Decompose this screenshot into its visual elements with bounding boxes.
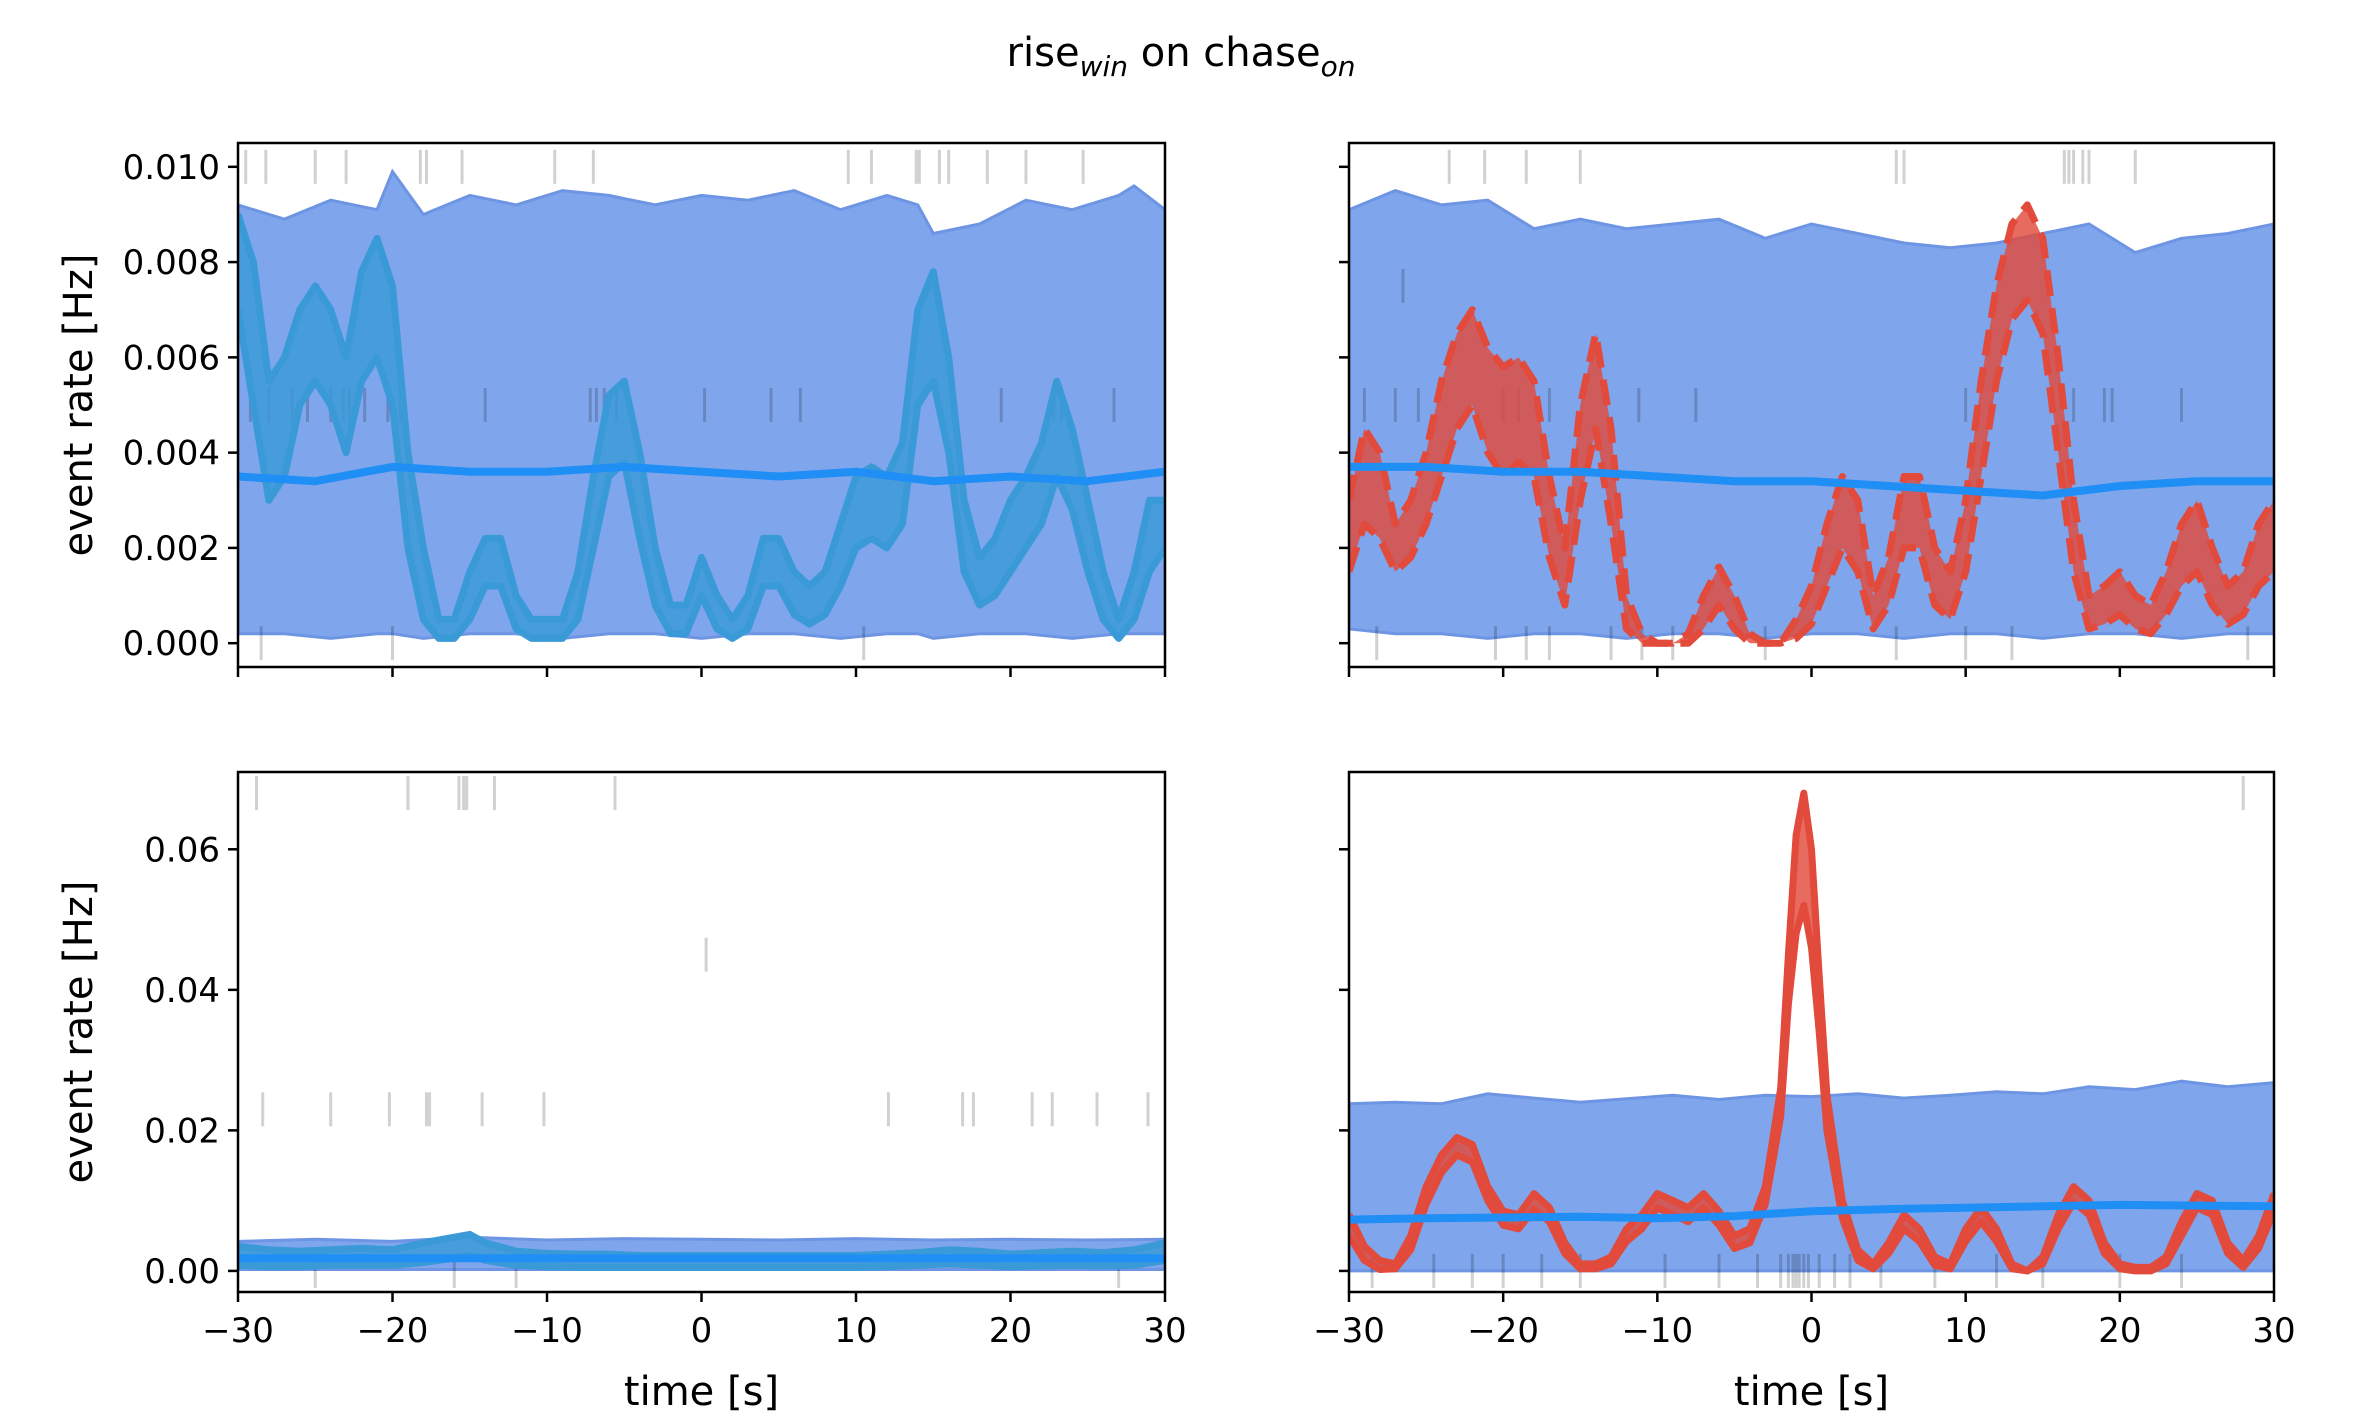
title-base: rise (1007, 30, 1080, 76)
y-tick-label: 0.004 (123, 434, 220, 474)
y-tick-label: 0.04 (144, 971, 220, 1011)
title-subscript-1: win (1080, 50, 1128, 83)
y-tick-label: 0.002 (123, 529, 220, 569)
x-tick-label: −10 (511, 1311, 583, 1351)
y-axis-label: event rate [Hz] (56, 881, 102, 1184)
y-tick-label: 0.006 (123, 338, 220, 378)
observed-lower-line (238, 309, 1165, 642)
title-middle: on chase (1128, 30, 1321, 76)
observed-band (1349, 204, 2274, 644)
x-tick-label: 20 (989, 1311, 1032, 1351)
shuffled-mean-line (238, 462, 1165, 486)
plot-area (1349, 149, 2274, 661)
y-tick-label: 0.008 (123, 243, 220, 283)
observed-lower-line (1349, 296, 2274, 647)
shuffled-band (1349, 1079, 2274, 1273)
x-tick-label: 0 (691, 1311, 713, 1351)
title-subscript-2: on (1321, 50, 1356, 83)
x-tick-label: 10 (1944, 1311, 1987, 1351)
figure-title: risewin on chaseon (1007, 30, 1356, 83)
panel-bottom-right: −30 −20 −10 0 10 20 30 time [s] (1313, 770, 2296, 1415)
plot-area (238, 149, 1165, 661)
plot-area (1349, 776, 2274, 1288)
y-axis-label: event rate [Hz] (56, 254, 102, 557)
observed-upper-line (1349, 789, 2274, 1275)
x-tick-label: −30 (1313, 1311, 1385, 1351)
panel-bottom-left: 0.00 0.02 0.04 0.06 −30 −20 −10 0 10 20 30 event ra… (56, 770, 1187, 1415)
observed-upper-line (238, 213, 1165, 623)
x-tick-label: 30 (1143, 1311, 1186, 1351)
shuffled-mean-line (1349, 462, 2274, 500)
observed-lower-line (238, 1252, 1165, 1271)
x-tick-label: 0 (1801, 1311, 1823, 1351)
x-tick-label: 30 (2252, 1311, 2295, 1351)
x-tick-label: −20 (1467, 1311, 1539, 1351)
y-tick-label: 0.06 (144, 830, 220, 870)
panel-top-right (1339, 141, 2276, 677)
x-tick-label: −20 (357, 1311, 429, 1351)
y-tick-label: 0.010 (123, 148, 220, 188)
x-tick-label: 20 (2098, 1311, 2141, 1351)
x-axis-label: time [s] (624, 1369, 779, 1415)
y-tick-label: 0.000 (123, 624, 220, 664)
plot-area (238, 776, 1165, 1288)
x-axis-label: time [s] (1734, 1369, 1889, 1415)
observed-band (238, 214, 1165, 639)
y-tick-label: 0.02 (144, 1111, 220, 1151)
y-tick-label: 0.00 (144, 1252, 220, 1292)
observed-lower-line (1349, 902, 2274, 1275)
x-tick-label: −30 (202, 1311, 274, 1351)
axes-frame (236, 770, 1167, 1294)
shuffled-mean-line (1349, 1200, 2274, 1224)
panel-top-left: 0.000 0.002 0.004 0.006 0.008 0.010 event rate… (56, 141, 1167, 677)
observed-upper-line (1349, 201, 2274, 647)
x-tick-label: −10 (1621, 1311, 1693, 1351)
x-tick-label: 10 (834, 1311, 877, 1351)
